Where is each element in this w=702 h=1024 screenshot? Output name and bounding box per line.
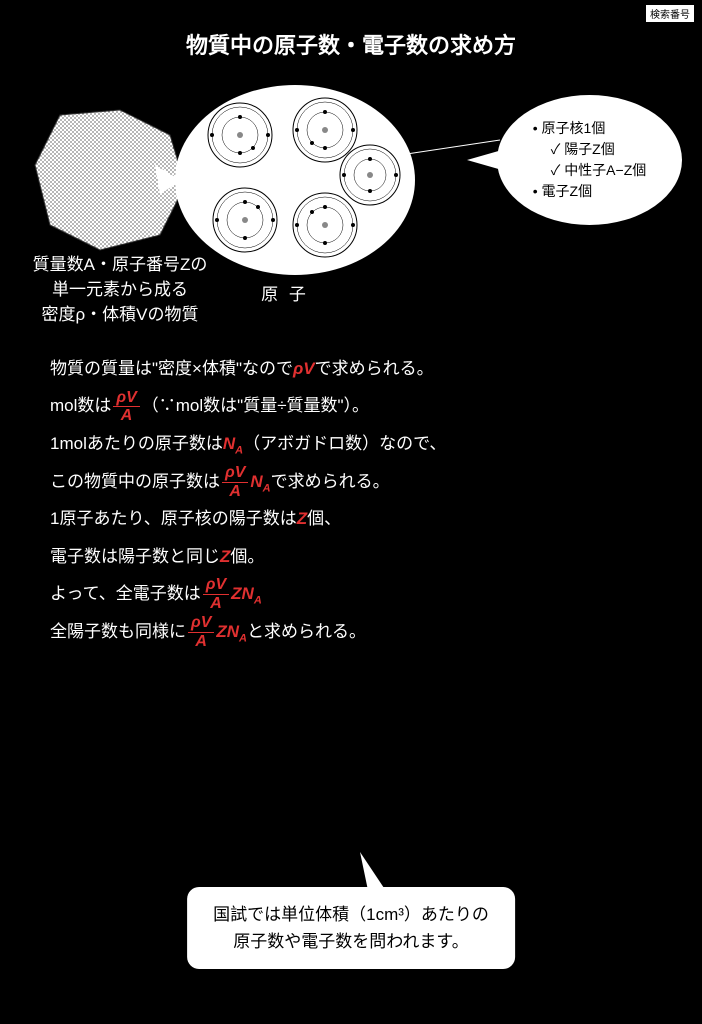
callout-item-electron: 電子Z個 xyxy=(542,183,593,199)
callout-item-neutron: 中性子A−Z個 xyxy=(564,162,646,178)
search-badge: 検索番号 xyxy=(646,5,694,22)
formula-line-1: 物質の質量は"密度×体積"なのでρVで求められる。 xyxy=(50,350,652,387)
formula-line-2: mol数はρVA（∵mol数は"質量÷質量数"）。 xyxy=(50,387,652,425)
atoms-label: 原 子 xyxy=(250,280,320,305)
diagram: • 原子核1個 ✓ 陽子Z個 ✓ 中性子A−Z個 • 電子Z個 質量数A・原子番… xyxy=(0,75,702,285)
formula-line-7: よって、全電子数はρVAZNA xyxy=(50,575,652,613)
formula-line-5: 1原子あたり、原子核の陽子数はZ個、 xyxy=(50,500,652,537)
formula-derivation: 物質の質量は"密度×体積"なのでρVで求められる。 mol数はρVA（∵mol数… xyxy=(50,350,652,650)
callout-tail xyxy=(467,150,502,175)
atom-composition-callout: • 原子核1個 ✓ 陽子Z個 ✓ 中性子A−Z個 • 電子Z個 xyxy=(497,95,682,225)
formula-line-3: 1molあたりの原子数はNA（アボガドロ数）なので、 xyxy=(50,425,652,463)
formula-line-8: 全陽子数も同様にρVAZNAと求められる。 xyxy=(50,613,652,651)
exam-tip-text: 国試では単位体積（1cm³）あたりの 原子数や電子数を問われます。 xyxy=(213,901,489,955)
page-title: 物質中の原子数・電子数の求め方 xyxy=(0,28,702,60)
exam-tip-callout: 国試では単位体積（1cm³）あたりの 原子数や電子数を問われます。 xyxy=(187,887,515,969)
callout-item-proton: 陽子Z個 xyxy=(564,141,615,157)
callout-item-nucleus: 原子核1個 xyxy=(542,120,606,136)
rock-label: 質量数A・原子番号Zの 単一元素から成る 密度ρ・体積Vの物質 xyxy=(20,250,220,325)
formula-line-6: 電子数は陽子数と同じZ個。 xyxy=(50,538,652,575)
callout-content: • 原子核1個 ✓ 陽子Z個 ✓ 中性子A−Z個 • 電子Z個 xyxy=(533,118,647,202)
formula-line-4: この物質中の原子数はρVANAで求められる。 xyxy=(50,463,652,501)
